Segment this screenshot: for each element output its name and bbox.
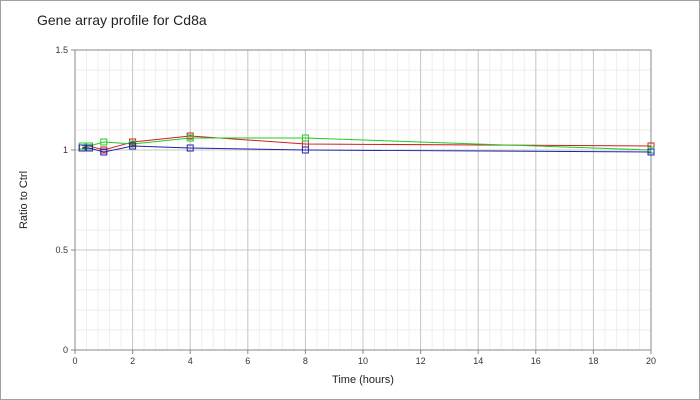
data-point bbox=[85, 144, 93, 152]
series-line bbox=[82, 145, 652, 153]
y-tick-label: 1 bbox=[63, 145, 68, 155]
y-tick-label: 0.5 bbox=[55, 245, 68, 255]
data-point bbox=[301, 134, 309, 142]
x-tick-label: 10 bbox=[358, 356, 368, 366]
x-tick-label: 4 bbox=[188, 356, 193, 366]
data-point bbox=[186, 144, 194, 152]
x-tick-label: 12 bbox=[416, 356, 426, 366]
x-tick-label: 8 bbox=[303, 356, 308, 366]
series-group bbox=[78, 132, 655, 156]
x-axis-label: Time (hours) bbox=[332, 374, 394, 386]
axis-ticks: 0 2 4 6 8 10 12 14 16 18 20 0 0.5 1 1.5 bbox=[55, 45, 656, 366]
data-point bbox=[301, 146, 309, 154]
data-point bbox=[129, 142, 137, 150]
y-tick-label: 0 bbox=[63, 345, 68, 355]
chart-title: Gene array profile for Cd8a bbox=[37, 12, 207, 28]
x-tick-label: 2 bbox=[130, 356, 135, 366]
x-tick-label: 6 bbox=[245, 356, 250, 366]
x-tick-label: 0 bbox=[72, 356, 77, 366]
x-tick-label: 16 bbox=[531, 356, 541, 366]
x-tick-label: 20 bbox=[646, 356, 656, 366]
x-tick-label: 14 bbox=[473, 356, 483, 366]
data-point bbox=[647, 148, 655, 156]
y-axis-label: Ratio to Ctrl bbox=[18, 171, 30, 229]
data-point bbox=[100, 148, 108, 156]
minor-grid bbox=[75, 50, 651, 350]
x-tick-label: 18 bbox=[588, 356, 598, 366]
y-tick-label: 1.5 bbox=[55, 45, 68, 55]
series-line bbox=[82, 137, 652, 151]
data-point bbox=[78, 144, 86, 152]
major-grid bbox=[74, 49, 652, 351]
data-point bbox=[100, 138, 108, 146]
data-point bbox=[186, 134, 194, 142]
series-3 bbox=[78, 142, 655, 156]
